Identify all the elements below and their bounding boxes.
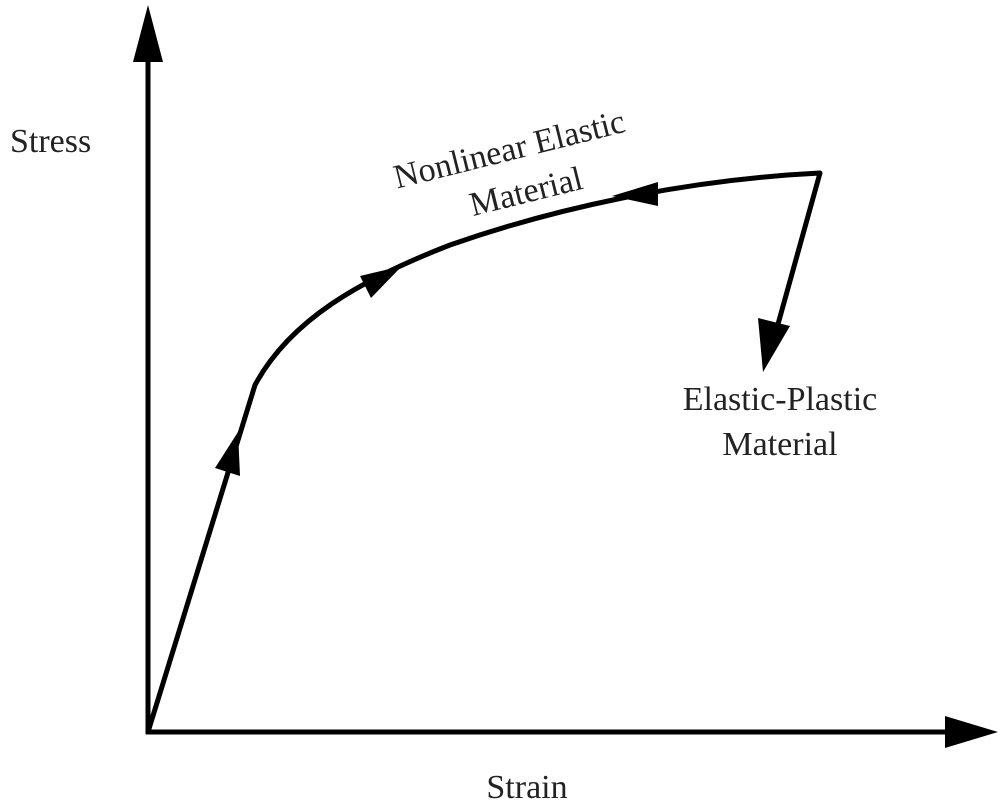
annotation: Elastic-Plastic Material bbox=[683, 381, 878, 463]
annotation-line: Elastic-Plastic bbox=[683, 381, 878, 418]
annotation: Nonlinear Elastic Material bbox=[390, 103, 629, 224]
x-axis-arrowhead bbox=[945, 716, 998, 748]
x-axis-label: Strain bbox=[486, 769, 567, 803]
curve-arrowhead bbox=[360, 266, 402, 298]
curve-arrowhead bbox=[215, 432, 240, 476]
curve-arrowhead bbox=[758, 318, 790, 372]
curve-arrowhead bbox=[612, 182, 658, 206]
stress-strain-curve bbox=[145, 170, 823, 733]
annotation-line: Material bbox=[722, 426, 837, 463]
y-axis-label: Stress bbox=[10, 123, 91, 160]
y-axis-arrowhead bbox=[133, 5, 163, 62]
